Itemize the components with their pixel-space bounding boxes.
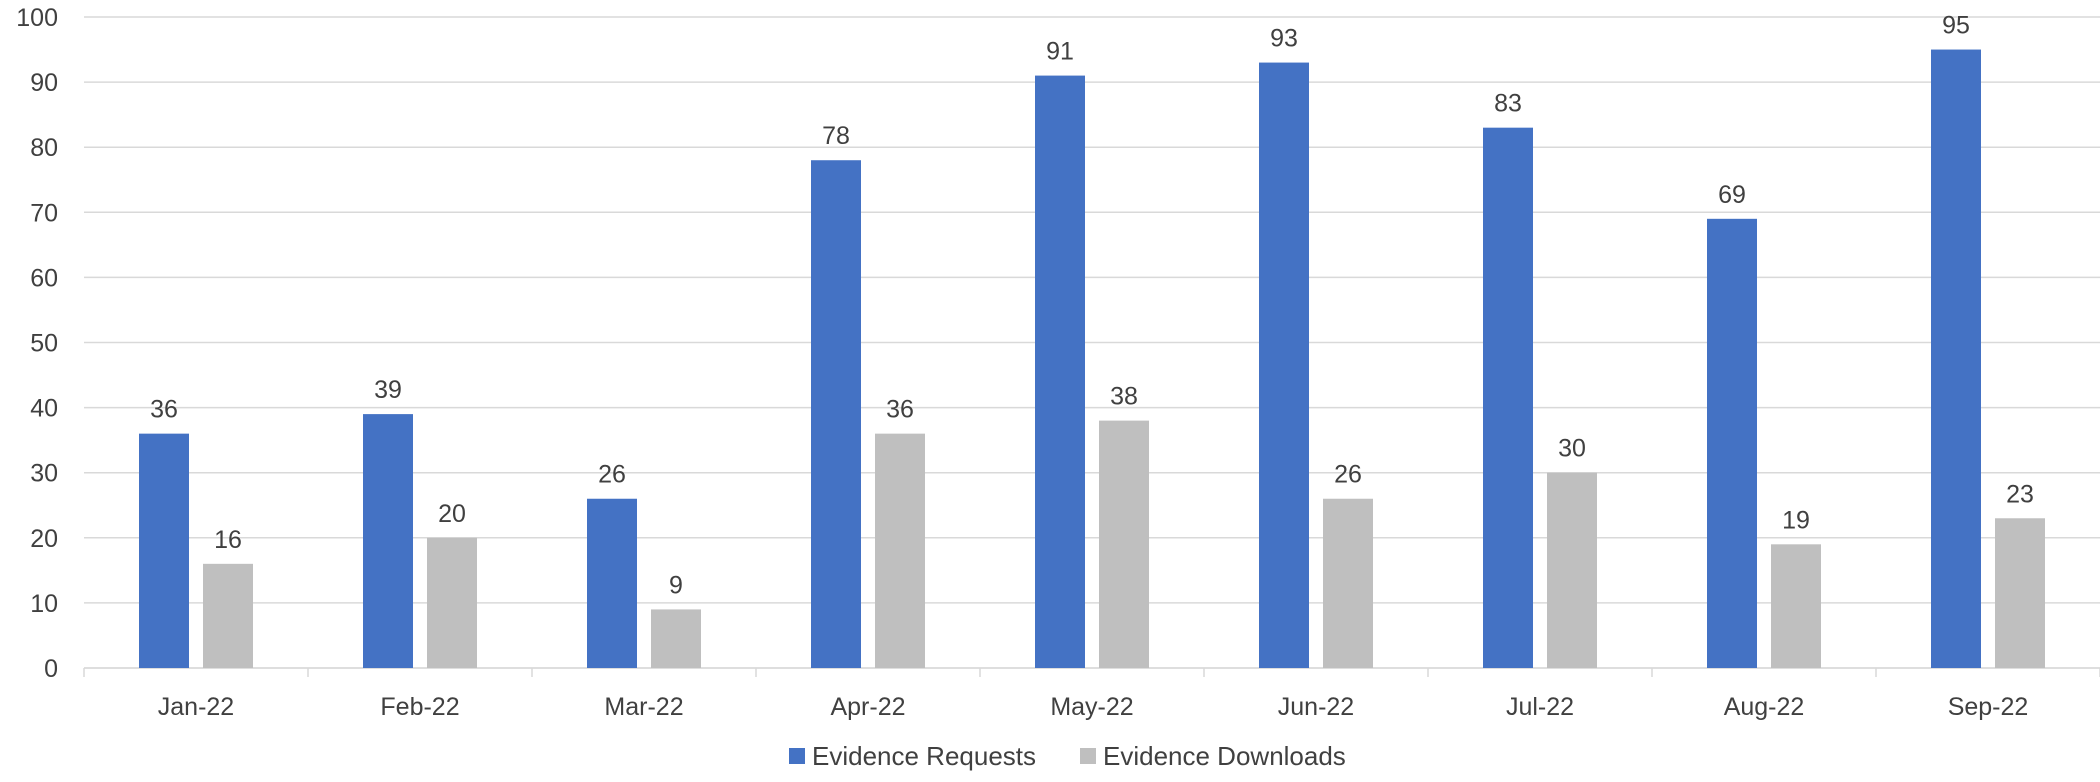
bar-evidence-downloads xyxy=(651,609,701,668)
bar-evidence-requests xyxy=(587,498,637,668)
y-tick-label: 30 xyxy=(30,460,58,488)
x-tick-label: Mar-22 xyxy=(604,693,683,721)
x-tick-label: May-22 xyxy=(1050,693,1133,721)
x-tick-label: Feb-22 xyxy=(380,693,459,721)
bar-evidence-requests xyxy=(1035,75,1085,669)
bar-evidence-requests xyxy=(1483,127,1533,669)
x-tick-label: Jul-22 xyxy=(1506,693,1574,721)
bar-evidence-requests xyxy=(811,160,861,668)
x-axis: Jan-22 Feb-22 Mar-22 Apr-22 May-22 Jun-22 Jul-… xyxy=(83,667,2100,721)
bar-evidence-downloads xyxy=(875,433,925,668)
legend-label: Evidence Downloads xyxy=(1103,741,1346,771)
data-label: 91 xyxy=(1046,38,1074,66)
bar-evidence-downloads xyxy=(427,537,477,668)
y-axis: 0 10 20 30 40 50 60 70 80 90 100 xyxy=(16,4,58,683)
y-tick-label: 0 xyxy=(44,655,58,683)
data-label: 95 xyxy=(1942,12,1970,40)
legend-swatch xyxy=(789,748,805,764)
data-label: 78 xyxy=(822,122,850,150)
y-tick-label: 90 xyxy=(30,69,58,97)
data-label: 39 xyxy=(374,376,402,404)
data-label: 36 xyxy=(886,396,914,424)
bar-evidence-downloads xyxy=(1771,544,1821,668)
data-label: 93 xyxy=(1270,25,1298,53)
x-tick-label: Aug-22 xyxy=(1724,693,1805,721)
y-tick-label: 60 xyxy=(30,264,58,292)
bar-evidence-downloads xyxy=(203,563,253,668)
y-tick-label: 20 xyxy=(30,525,58,553)
data-label: 83 xyxy=(1494,90,1522,118)
data-label: 26 xyxy=(1334,461,1362,489)
x-tick-label: Apr-22 xyxy=(830,693,905,721)
data-label: 26 xyxy=(598,461,626,489)
y-tick-label: 100 xyxy=(16,4,58,32)
data-label: 30 xyxy=(1558,435,1586,463)
bar-series-group xyxy=(139,49,2045,669)
x-tick-label: Jun-22 xyxy=(1278,693,1354,721)
bar-evidence-requests xyxy=(363,414,413,668)
bar-evidence-downloads xyxy=(1099,420,1149,668)
data-label: 9 xyxy=(669,571,683,599)
y-tick-label: 80 xyxy=(30,134,58,162)
data-label: 36 xyxy=(150,396,178,424)
data-labels: 36 16 39 20 26 9 78 36 91 38 93 26 83 30 69 19 95 23 xyxy=(150,12,2034,600)
bar-evidence-requests xyxy=(1707,218,1757,668)
data-label: 19 xyxy=(1782,506,1810,534)
y-tick-label: 40 xyxy=(30,395,58,423)
gridlines xyxy=(84,16,2100,669)
data-label: 23 xyxy=(2006,480,2034,508)
y-tick-label: 10 xyxy=(30,590,58,618)
bar-evidence-downloads xyxy=(1547,472,1597,668)
legend-label: Evidence Requests xyxy=(812,741,1036,771)
bar-evidence-downloads xyxy=(1323,498,1373,668)
bar-evidence-requests xyxy=(1931,49,1981,669)
data-label: 16 xyxy=(214,526,242,554)
data-label: 69 xyxy=(1718,181,1746,209)
x-tick-label: Sep-22 xyxy=(1948,693,2029,721)
y-tick-label: 70 xyxy=(30,199,58,227)
bar-evidence-requests xyxy=(139,433,189,668)
data-label: 20 xyxy=(438,500,466,528)
legend: Evidence Requests Evidence Downloads xyxy=(789,741,1346,771)
y-tick-label: 50 xyxy=(30,330,58,358)
legend-swatch xyxy=(1080,748,1096,764)
bar-evidence-requests xyxy=(1259,62,1309,668)
data-label: 38 xyxy=(1110,383,1138,411)
bar-evidence-downloads xyxy=(1995,518,2045,668)
x-tick-label: Jan-22 xyxy=(158,693,234,721)
